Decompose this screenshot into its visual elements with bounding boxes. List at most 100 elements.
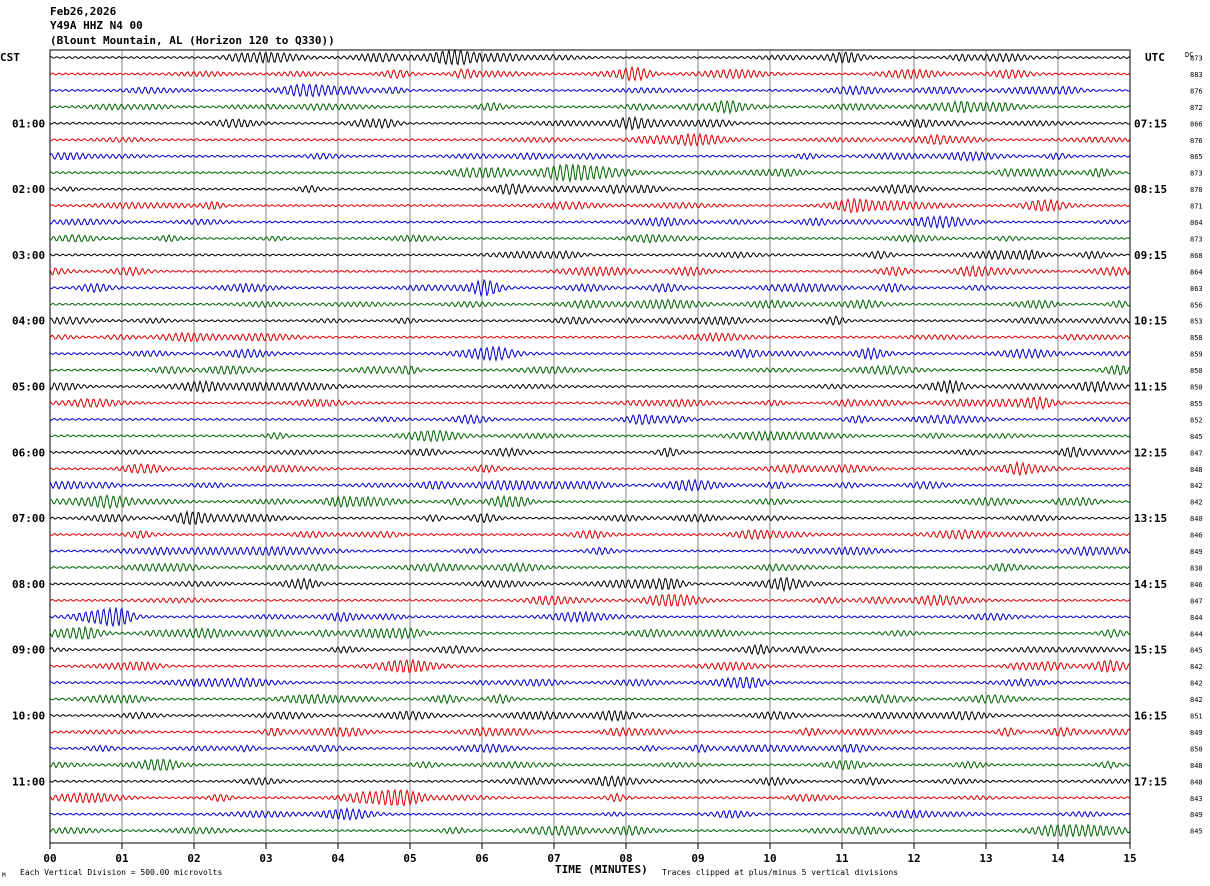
dc-offset-value: 840 xyxy=(1190,515,1203,523)
dc-offset-value: 864 xyxy=(1190,219,1203,227)
x-tick-label: 05 xyxy=(403,852,416,865)
dc-offset-value: 850 xyxy=(1190,367,1203,375)
dc-offset-value: 849 xyxy=(1190,729,1203,737)
seismic-trace xyxy=(49,693,1131,705)
dc-offset-value: 844 xyxy=(1190,630,1203,638)
utc-hour-label: 12:15 xyxy=(1134,446,1167,459)
dc-offset-value: 850 xyxy=(1190,384,1203,392)
seismic-trace xyxy=(49,562,1131,573)
cst-hour-label: 03:00 xyxy=(12,249,45,262)
dc-offset-value: 852 xyxy=(1190,416,1203,424)
dc-offset-value: 876 xyxy=(1190,137,1203,145)
seismic-trace xyxy=(49,278,1131,297)
trace-group xyxy=(49,48,1131,838)
seismic-trace xyxy=(49,364,1131,376)
dc-offset-value: 838 xyxy=(1190,564,1203,572)
seismic-trace xyxy=(49,726,1131,738)
footer-marker: M xyxy=(2,872,6,879)
cst-hour-label: 10:00 xyxy=(12,710,45,723)
utc-hour-label: 17:15 xyxy=(1134,775,1167,788)
dc-label: DC xyxy=(1185,51,1193,59)
utc-hour-label: 16:15 xyxy=(1134,710,1167,723)
dc-offset-value: 848 xyxy=(1190,466,1203,474)
seismic-trace xyxy=(49,214,1131,230)
utc-hour-label: 15:15 xyxy=(1134,644,1167,657)
dc-offset-value: 842 xyxy=(1190,482,1203,490)
cst-hour-label: 05:00 xyxy=(12,381,45,394)
location-label: (Blount Mountain, AL (Horizon 120 to Q33… xyxy=(50,34,335,47)
seismic-trace xyxy=(49,132,1131,147)
seismic-trace xyxy=(49,163,1131,184)
station-label: Y49A HHZ N4 00 xyxy=(50,19,143,32)
seismic-trace xyxy=(49,83,1131,98)
dc-offset-value: 870 xyxy=(1190,186,1203,194)
dc-offset-value: 872 xyxy=(1190,104,1203,112)
seismic-trace xyxy=(49,249,1131,261)
seismic-trace xyxy=(49,593,1131,607)
seismic-trace xyxy=(49,331,1131,343)
seismic-trace xyxy=(49,606,1131,628)
seismic-trace xyxy=(49,264,1131,278)
seismic-trace xyxy=(49,625,1131,641)
dc-offset-value: 873 xyxy=(1190,235,1203,243)
seismic-trace xyxy=(49,233,1131,244)
utc-hour-label: 09:15 xyxy=(1134,249,1167,262)
seismic-trace xyxy=(49,676,1131,689)
dc-offset-value: 849 xyxy=(1190,548,1203,556)
seismic-trace xyxy=(49,99,1131,115)
x-tick-label: 06 xyxy=(475,852,489,865)
x-tick-label: 02 xyxy=(187,852,200,865)
utc-axis-label: UTC xyxy=(1145,51,1165,64)
seismic-trace xyxy=(49,315,1131,327)
dc-offset-value: 851 xyxy=(1190,713,1203,721)
seismic-trace xyxy=(49,788,1131,807)
seismic-trace xyxy=(49,545,1131,557)
dc-offset-value: 842 xyxy=(1190,696,1203,704)
dc-offset-value: 873 xyxy=(1190,55,1203,63)
seismic-trace xyxy=(49,65,1131,82)
seismic-trace xyxy=(49,345,1131,363)
cst-hour-label: 09:00 xyxy=(12,644,45,657)
cst-hour-label: 08:00 xyxy=(12,578,45,591)
dc-offset-value: 856 xyxy=(1190,301,1203,309)
cst-hour-label: 04:00 xyxy=(12,315,45,328)
seismic-trace xyxy=(49,460,1131,477)
x-axis-title: TIME (MINUTES) xyxy=(555,863,648,876)
utc-hour-label: 11:15 xyxy=(1134,381,1167,394)
dc-offset-value: 864 xyxy=(1190,268,1203,276)
x-tick-label: 07 xyxy=(547,852,560,865)
dc-offset-value: 845 xyxy=(1190,828,1203,836)
seismic-trace xyxy=(49,528,1131,541)
dc-offset-value: 846 xyxy=(1190,581,1203,589)
dc-offset-value: 845 xyxy=(1190,433,1203,441)
dc-offset-value: 846 xyxy=(1190,532,1203,540)
dc-offset-value: 847 xyxy=(1190,449,1203,457)
dc-offset-value: 853 xyxy=(1190,318,1203,326)
dc-offset-value: 844 xyxy=(1190,614,1203,622)
seismic-trace xyxy=(49,413,1131,426)
seismic-trace xyxy=(49,183,1131,196)
utc-hour-label: 10:15 xyxy=(1134,315,1167,328)
dc-offset-value: 873 xyxy=(1190,170,1203,178)
label-group: 00 01 02 03 04 05 06 07 08 09 10 11 12 13 14 15 CST UTC DC… xyxy=(0,51,1203,879)
x-tick-label: 12 xyxy=(907,852,920,865)
dc-offset-value: 855 xyxy=(1190,400,1203,408)
seismic-trace xyxy=(49,150,1131,162)
seismic-trace xyxy=(49,823,1131,838)
cst-hour-label: 02:00 xyxy=(12,183,45,196)
seismic-trace xyxy=(49,509,1131,526)
seismic-trace xyxy=(49,197,1131,214)
plot-frame xyxy=(49,49,1131,844)
dc-offset-value: 865 xyxy=(1190,153,1203,161)
seismic-trace xyxy=(49,379,1131,395)
seismic-trace xyxy=(49,658,1131,674)
cst-hour-label: 06:00 xyxy=(12,446,45,459)
x-tick-label: 08 xyxy=(619,852,632,865)
seismic-trace xyxy=(49,429,1131,443)
cst-axis-label: CST xyxy=(0,51,20,64)
dc-offset-value: 866 xyxy=(1190,120,1203,128)
dc-offset-value: 858 xyxy=(1190,334,1203,342)
dc-offset-value: 850 xyxy=(1190,745,1203,753)
utc-hour-label: 08:15 xyxy=(1134,183,1167,196)
x-tick-label: 10 xyxy=(763,852,776,865)
